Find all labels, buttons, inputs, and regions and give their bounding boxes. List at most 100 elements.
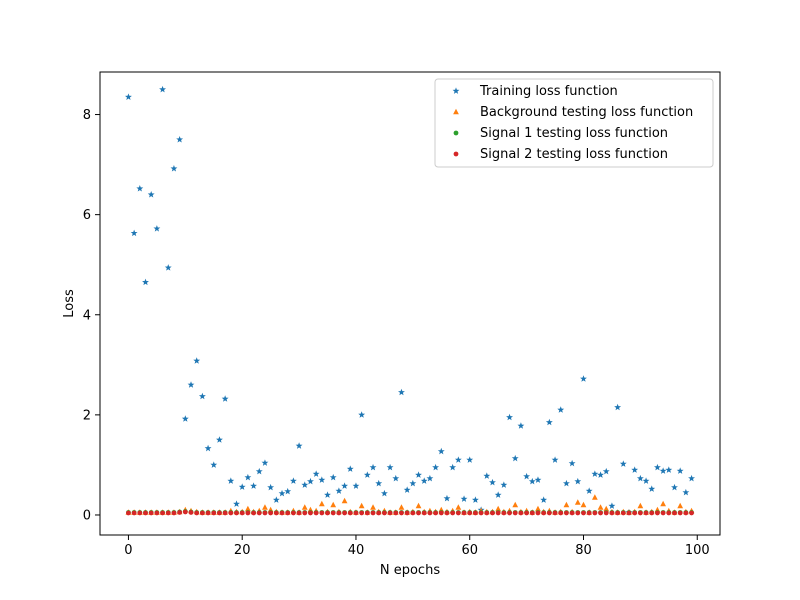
signal-2-loss-point	[558, 510, 564, 516]
training-loss-point	[540, 496, 548, 503]
training-loss-point	[443, 494, 451, 502]
y-tick-label: 2	[83, 408, 91, 423]
training-loss-point	[312, 470, 320, 477]
training-loss-point	[375, 479, 383, 487]
training-loss-point	[153, 225, 161, 232]
signal-2-loss-point	[552, 510, 558, 516]
training-loss-point	[125, 93, 132, 100]
legend-marker-training	[452, 87, 460, 94]
training-loss-point	[545, 418, 553, 426]
signal-2-loss-point	[399, 510, 404, 516]
signal-2-loss-point	[598, 510, 603, 516]
training-loss-point	[289, 477, 297, 484]
training-loss-point	[170, 165, 178, 172]
training-loss-point	[420, 477, 428, 484]
training-loss-point	[688, 474, 695, 482]
legend-marker-signal-2	[453, 151, 459, 157]
training-loss-point	[267, 483, 275, 491]
training-loss-point	[466, 456, 474, 463]
signal-2-loss-point	[137, 510, 143, 516]
training-loss-point	[631, 466, 639, 473]
signal-2-loss-point	[421, 510, 427, 516]
signal-2-loss-point	[683, 510, 689, 516]
background-loss-point	[637, 502, 644, 509]
training-loss-point	[301, 481, 309, 488]
training-loss-point	[460, 495, 468, 502]
training-loss-point	[329, 473, 337, 481]
signal-2-loss-point	[188, 510, 194, 515]
signal-2-loss-point	[165, 510, 171, 516]
signal-2-loss-point	[302, 510, 308, 516]
training-loss-point	[557, 406, 565, 413]
training-loss-point	[255, 467, 263, 475]
signal-2-loss-point	[609, 510, 615, 516]
training-loss-point	[648, 485, 656, 492]
signal-2-loss-point	[586, 510, 592, 516]
training-loss-point	[471, 496, 479, 503]
y-axis-label: Loss	[62, 289, 77, 318]
training-loss-point	[164, 264, 172, 271]
training-loss-point	[654, 463, 661, 471]
legend-entry-signal-2: Signal 2 testing loss function	[480, 147, 668, 162]
legend-marker-background	[453, 108, 459, 115]
signal-2-loss-point	[268, 510, 274, 516]
signal-2-loss-point	[262, 510, 268, 516]
signal-2-loss-point	[484, 510, 490, 516]
signal-2-loss-point	[325, 510, 330, 516]
training-loss-point	[159, 85, 166, 93]
signal-2-loss-point	[364, 510, 370, 516]
training-loss-point	[284, 487, 292, 495]
training-loss-point	[358, 411, 366, 418]
signal-2-loss-point	[672, 510, 677, 516]
x-tick-label: 40	[348, 543, 365, 558]
signal-2-loss-point	[677, 510, 683, 516]
training-loss-point	[614, 403, 622, 411]
signal-2-loss-point	[330, 510, 336, 516]
training-loss-point	[380, 489, 388, 497]
background-loss-point	[415, 502, 422, 509]
signal-2-loss-point	[382, 510, 387, 516]
background-loss-point	[301, 504, 308, 510]
legend-entry-background: Background testing loss function	[480, 105, 693, 120]
signal-2-loss-point	[154, 510, 160, 516]
signal-2-loss-point	[666, 510, 672, 516]
signal-2-loss-point	[632, 510, 638, 516]
signal-2-loss-point	[222, 510, 228, 516]
training-loss-point	[494, 491, 502, 498]
signal-2-loss-point	[387, 510, 393, 516]
training-loss-point	[665, 466, 673, 473]
training-loss-point	[563, 479, 570, 487]
background-loss-point	[495, 505, 502, 512]
training-loss-point	[130, 229, 138, 237]
signal-2-loss-point	[347, 510, 353, 516]
training-loss-point	[198, 392, 206, 400]
background-loss-point	[318, 500, 325, 507]
signal-2-loss-point	[541, 510, 547, 516]
signal-2-loss-point	[279, 510, 285, 516]
signal-2-loss-point	[501, 510, 507, 516]
training-loss-point	[136, 185, 144, 192]
signal-2-loss-point	[171, 510, 177, 516]
signal-2-loss-point	[177, 510, 183, 515]
training-loss-point	[671, 483, 678, 491]
training-loss-point	[272, 496, 280, 503]
signal-2-loss-point	[427, 510, 433, 516]
signal-2-loss-point	[689, 510, 694, 516]
training-loss-point	[551, 456, 559, 463]
training-loss-point	[261, 459, 269, 466]
signal-2-loss-point	[473, 510, 478, 516]
background-loss-point	[358, 502, 365, 509]
training-loss-point	[193, 357, 201, 364]
training-loss-point	[324, 491, 331, 498]
signal-2-loss-point	[131, 510, 137, 516]
signal-2-loss-point	[655, 510, 660, 516]
signal-2-loss-point	[234, 510, 239, 516]
training-loss-point	[210, 461, 218, 468]
training-loss-point	[403, 486, 411, 493]
background-loss-point	[591, 494, 598, 500]
training-loss-point	[409, 479, 417, 487]
background-loss-point	[512, 501, 519, 508]
background-loss-point	[262, 504, 268, 510]
training-loss-point	[454, 456, 462, 463]
